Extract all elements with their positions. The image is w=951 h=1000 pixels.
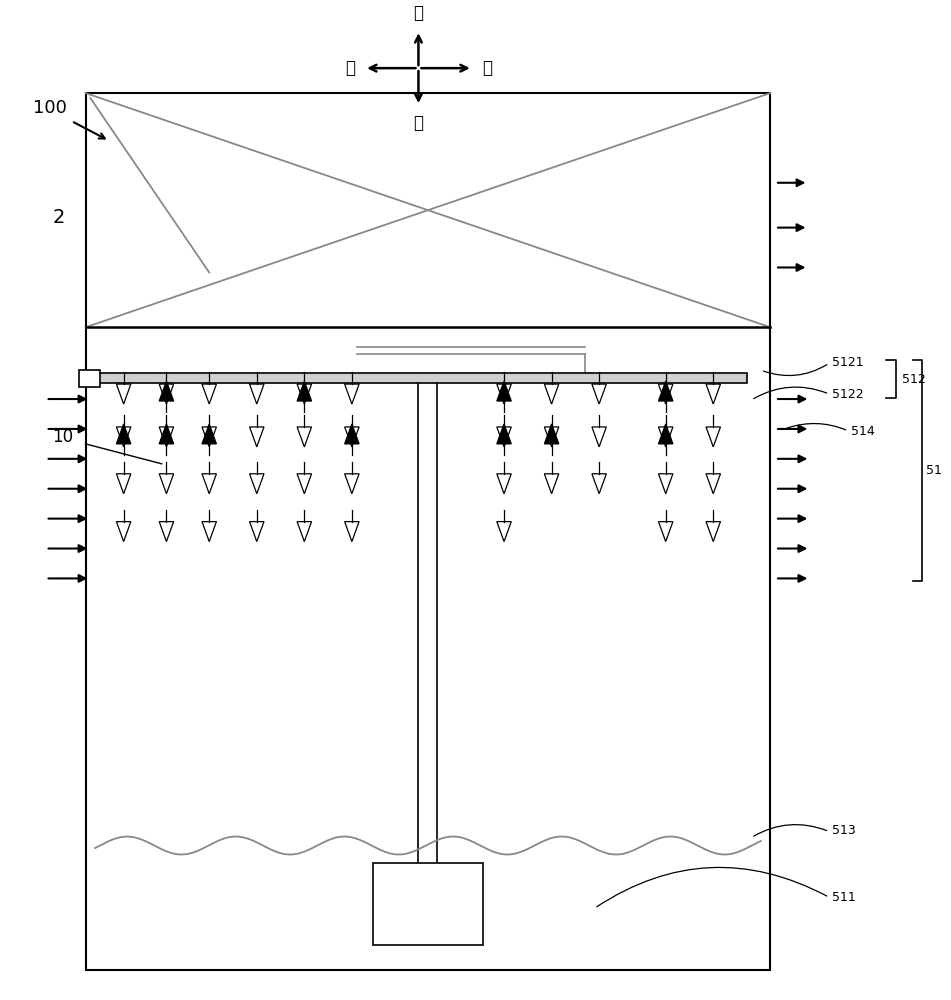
Polygon shape	[658, 384, 673, 404]
Text: 100: 100	[33, 99, 68, 117]
Polygon shape	[496, 427, 512, 447]
Polygon shape	[592, 474, 607, 494]
Text: 右: 右	[482, 59, 493, 77]
Text: 513: 513	[832, 824, 856, 837]
Polygon shape	[344, 474, 359, 494]
Polygon shape	[249, 474, 264, 494]
Polygon shape	[116, 427, 131, 447]
Polygon shape	[658, 522, 673, 542]
Polygon shape	[496, 522, 512, 542]
Text: 512: 512	[902, 373, 925, 386]
Polygon shape	[116, 522, 131, 542]
Polygon shape	[249, 384, 264, 404]
Bar	[79, 370, 100, 387]
Polygon shape	[592, 427, 607, 447]
Polygon shape	[706, 384, 721, 404]
Polygon shape	[297, 381, 312, 401]
Text: 上: 上	[414, 4, 423, 22]
Polygon shape	[202, 522, 217, 542]
Polygon shape	[297, 522, 312, 542]
Polygon shape	[202, 474, 217, 494]
Polygon shape	[344, 424, 359, 444]
Bar	[373, 863, 483, 945]
Polygon shape	[297, 427, 312, 447]
Text: 下: 下	[414, 114, 423, 132]
Polygon shape	[297, 384, 312, 404]
Polygon shape	[544, 424, 559, 444]
Polygon shape	[159, 474, 174, 494]
Polygon shape	[658, 427, 673, 447]
Text: 左: 左	[344, 59, 355, 77]
Polygon shape	[249, 522, 264, 542]
Polygon shape	[202, 384, 217, 404]
Polygon shape	[344, 384, 359, 404]
Polygon shape	[496, 424, 512, 444]
Polygon shape	[496, 381, 512, 401]
Text: 10: 10	[52, 428, 73, 446]
Polygon shape	[706, 522, 721, 542]
Text: 514: 514	[851, 425, 875, 438]
Polygon shape	[116, 384, 131, 404]
Polygon shape	[706, 427, 721, 447]
Text: 5121: 5121	[832, 356, 864, 369]
Polygon shape	[159, 384, 174, 404]
Bar	[93, 373, 747, 383]
Polygon shape	[658, 381, 673, 401]
Polygon shape	[202, 424, 217, 444]
Polygon shape	[344, 427, 359, 447]
Polygon shape	[116, 474, 131, 494]
Polygon shape	[706, 474, 721, 494]
Polygon shape	[592, 384, 607, 404]
Polygon shape	[297, 474, 312, 494]
Text: 51: 51	[926, 464, 942, 477]
Polygon shape	[159, 522, 174, 542]
Polygon shape	[544, 384, 559, 404]
Bar	[86, 93, 770, 970]
Text: 5122: 5122	[832, 388, 864, 401]
Polygon shape	[249, 427, 264, 447]
Polygon shape	[496, 474, 512, 494]
Polygon shape	[658, 424, 673, 444]
Polygon shape	[496, 384, 512, 404]
Polygon shape	[202, 427, 217, 447]
Text: 511: 511	[832, 891, 856, 904]
Polygon shape	[159, 381, 174, 401]
Polygon shape	[159, 427, 174, 447]
Text: 2: 2	[52, 208, 65, 227]
Polygon shape	[544, 474, 559, 494]
Polygon shape	[116, 424, 131, 444]
Polygon shape	[159, 424, 174, 444]
Polygon shape	[658, 474, 673, 494]
Polygon shape	[544, 427, 559, 447]
Polygon shape	[344, 522, 359, 542]
